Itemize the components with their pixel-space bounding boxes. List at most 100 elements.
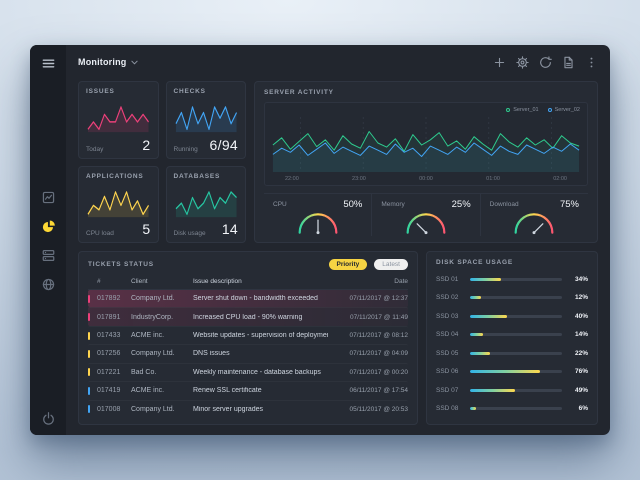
stat-cards: ISSUES Today 2 CHECKS Running 6/94 APPLI…: [78, 81, 246, 243]
ticket-date: 05/11/2017 @ 20:53: [349, 405, 408, 413]
gauge-label: Download: [489, 201, 519, 208]
server-stack-icon: [42, 250, 54, 261]
pie-chart-icon: [42, 220, 55, 233]
tickets-title: TICKETS STATUS: [88, 261, 154, 268]
gauge-value: 75%: [559, 199, 579, 210]
disk-percent: 40%: [574, 312, 588, 320]
disk-bar-fill: [470, 351, 491, 355]
disk-bar-track: [470, 351, 562, 355]
ticket-row[interactable]: 017008 Company Ltd. Minor server upgrade…: [88, 400, 408, 418]
ticket-description: Renew SSL certificate: [193, 387, 262, 395]
stat-card-value: 14: [221, 221, 238, 237]
stat-card-label: Disk usage: [173, 230, 206, 237]
ticket-client: Company Ltd.: [131, 405, 175, 413]
ticket-row[interactable]: 017256 Company Ltd. DNS issues 07/11/201…: [88, 344, 408, 362]
x-axis-labels: 22:00 23:00 00:00 01:00 02:00: [269, 175, 583, 184]
more-button[interactable]: [585, 56, 598, 69]
ticket-row[interactable]: 017891 IndustryCorp. Increased CPU load …: [88, 307, 408, 326]
legend-dot: [506, 108, 511, 112]
tickets-tab[interactable]: Latest: [374, 259, 408, 270]
disk-percent: 12%: [574, 294, 588, 302]
header-id: #: [97, 278, 101, 285]
history-button[interactable]: [539, 55, 552, 69]
disk-bar-track: [470, 407, 562, 411]
sidebar-item-monitoring-active[interactable]: [41, 219, 56, 234]
ticket-description: Server shut down - bandwidth exceeded: [193, 295, 318, 303]
stat-card-title: DATABASES: [173, 172, 221, 180]
plus-icon: [494, 57, 505, 67]
gauge-needle: [533, 223, 544, 234]
header-date: Date: [394, 278, 408, 285]
gauge-dial: [406, 213, 446, 235]
ticket-date: 07/11/2017 @ 11:49: [349, 313, 408, 321]
legend-item: Server_01: [506, 107, 539, 113]
disk-row: SSD 06 76%: [436, 363, 588, 382]
disk-usage-panel: DISK SPACE USAGE SSD 01 34% SSD 02 12% S…: [426, 251, 598, 425]
ticket-description: Weekly maintenance - database backups: [193, 368, 321, 376]
disk-label: SSD 07: [436, 386, 459, 394]
ticket-id: 017419: [97, 387, 121, 395]
tickets-tab[interactable]: Priority: [328, 259, 368, 270]
sidebar-item-network[interactable]: [41, 277, 56, 292]
server-activity-title: SERVER ACTIVITY: [264, 89, 334, 96]
sidebar-item-activity[interactable]: [41, 190, 56, 205]
sidebar: [30, 45, 66, 435]
ticket-client: ACME inc.: [131, 387, 165, 395]
stat-card-label: Running: [173, 145, 198, 153]
power-button[interactable]: [41, 411, 56, 426]
ticket-date: 07/11/2017 @ 04:09: [349, 350, 408, 358]
disk-bar-track: [470, 388, 562, 392]
server-activity-panel: SERVER ACTIVITY Server_01 Server_02 22:0…: [254, 81, 598, 243]
ticket-row[interactable]: 017419 ACME inc. Renew SSL certificate 0…: [88, 381, 408, 399]
x-axis-label: 23:00: [352, 176, 366, 182]
stat-card: APPLICATIONS CPU load 5: [78, 165, 159, 243]
ticket-row[interactable]: 017433 ACME inc. Website updates - super…: [88, 326, 408, 344]
gauge-dial: [514, 213, 554, 235]
disk-percent: 76%: [574, 368, 588, 376]
ticket-row[interactable]: 017221 Bad Co. Weekly maintenance - data…: [88, 363, 408, 381]
dashboard-content: ISSUES Today 2 CHECKS Running 6/94 APPLI…: [66, 79, 610, 435]
ticket-row[interactable]: 017892 Company Ltd. Server shut down - b…: [88, 290, 408, 308]
hamburger-icon: [42, 59, 54, 68]
page-title-menu[interactable]: Monitoring: [78, 57, 138, 67]
sidebar-item-servers[interactable]: [41, 248, 56, 263]
report-button[interactable]: [562, 56, 575, 69]
ticket-description: DNS issues: [193, 350, 230, 358]
disk-bar-track: [470, 333, 562, 337]
ticket-client: IndustryCorp.: [131, 313, 174, 321]
ticket-client: ACME inc.: [131, 332, 165, 340]
disk-bar-fill: [470, 314, 507, 318]
disk-usage-title: DISK SPACE USAGE: [436, 259, 513, 266]
disk-bar-fill: [470, 407, 476, 411]
ticket-date: 07/11/2017 @ 12:37: [349, 295, 408, 303]
settings-button[interactable]: [516, 55, 529, 69]
ticket-priority-bar: [88, 405, 90, 414]
ticket-description: Increased CPU load - 90% warning: [193, 313, 303, 321]
stat-card-sparkline: [87, 106, 149, 133]
ticket-priority-bar: [88, 386, 90, 395]
add-button[interactable]: [493, 56, 506, 69]
document-icon: [564, 56, 573, 68]
page-title: Monitoring: [78, 57, 127, 67]
x-axis-label: 02:00: [553, 176, 567, 182]
gear-icon: [516, 55, 529, 69]
stat-card-title: ISSUES: [86, 88, 115, 95]
ticket-priority-bar: [88, 368, 90, 377]
disk-bar-fill: [470, 370, 540, 374]
app-window: Monitoring: [30, 45, 610, 435]
disk-bar-track: [470, 296, 562, 300]
gauge: CPU 50%: [264, 194, 371, 236]
disk-percent: 6%: [578, 405, 588, 413]
topbar-actions: [493, 55, 598, 69]
disk-bar-track: [470, 314, 562, 318]
disk-label: SSD 02: [436, 294, 459, 302]
stat-card-sparkline: [175, 190, 237, 217]
ticket-date: 07/11/2017 @ 08:12: [349, 332, 408, 340]
menu-button[interactable]: [41, 56, 56, 71]
disk-label: SSD 04: [436, 331, 459, 339]
gauge-needle: [416, 223, 427, 234]
legend-dot: [547, 108, 552, 112]
chart-legend: Server_01 Server_02: [506, 107, 580, 113]
stat-card-value: 6/94: [209, 136, 238, 153]
server-activity-chart-box: Server_01 Server_02 22:00 23:00 00:00 01:00…: [264, 102, 588, 186]
